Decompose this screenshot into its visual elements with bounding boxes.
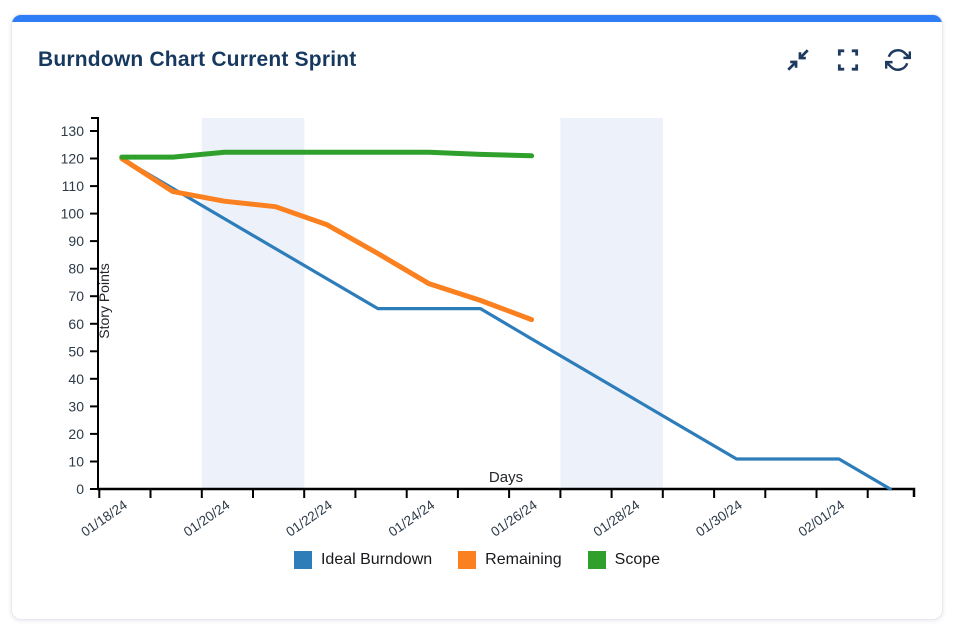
x-tick-label: 01/24/24 xyxy=(386,497,438,540)
y-tick-label: 20 xyxy=(68,426,84,442)
y-tick-label: 40 xyxy=(68,371,84,387)
x-axis-line xyxy=(97,487,916,497)
x-tick-label: 01/28/24 xyxy=(591,497,643,540)
series-line-ideal-burndown[interactable] xyxy=(120,156,892,491)
y-tick-label: 100 xyxy=(61,206,85,222)
burndown-widget: Burndown Chart Current Sprint xyxy=(11,14,943,620)
widget-toolbar xyxy=(784,46,912,74)
chart-legend: Ideal Burndown Remaining Scope xyxy=(12,551,942,569)
x-tick-label: 01/20/24 xyxy=(181,497,233,540)
x-tick-label: 02/01/24 xyxy=(796,497,848,540)
y-axis-title: Story Points xyxy=(96,263,112,338)
refresh-icon xyxy=(885,49,911,71)
widget-header: Burndown Chart Current Sprint xyxy=(12,22,942,74)
y-tick-label: 80 xyxy=(68,261,84,277)
legend-swatch-scope xyxy=(587,551,606,569)
y-tick-label: 30 xyxy=(68,398,84,414)
collapse-button[interactable] xyxy=(784,46,812,74)
y-tick-label: 50 xyxy=(68,343,84,359)
y-tick-label: 90 xyxy=(68,233,84,249)
refresh-button[interactable] xyxy=(884,46,912,74)
x-tick-label: 01/26/24 xyxy=(488,497,540,540)
legend-item-ideal-burndown[interactable]: Ideal Burndown xyxy=(293,551,433,569)
legend-swatch-ideal-burndown xyxy=(293,551,312,569)
y-axis-line xyxy=(91,117,99,489)
burndown-chart: 0 10 20 30 40 50 60 70 80 90 100 110 120 130 01/18/24 0… xyxy=(61,117,916,540)
legend-label-remaining: Remaining xyxy=(485,551,562,568)
legend-item-remaining[interactable]: Remaining xyxy=(458,551,562,569)
y-tick-label: 70 xyxy=(68,288,84,304)
x-tick-label: 01/18/24 xyxy=(78,497,130,540)
y-tick-label: 130 xyxy=(61,123,85,139)
fullscreen-icon xyxy=(837,49,859,71)
x-tick-label: 01/30/24 xyxy=(693,497,745,540)
legend-swatch-remaining xyxy=(458,551,477,569)
page-title: Burndown Chart Current Sprint xyxy=(38,48,357,71)
collapse-icon xyxy=(787,49,809,71)
card-accent-bar xyxy=(12,15,942,22)
x-axis-title: Days xyxy=(489,469,523,486)
y-tick-label: 110 xyxy=(62,178,85,194)
fullscreen-button[interactable] xyxy=(834,46,862,74)
y-tick-label: 60 xyxy=(68,316,84,332)
weekend-band xyxy=(560,118,663,489)
series-line-remaining[interactable] xyxy=(119,156,535,323)
weekend-band xyxy=(201,118,305,489)
x-tick-label: 01/22/24 xyxy=(283,497,335,540)
series-line-scope[interactable] xyxy=(119,149,535,160)
legend-item-scope[interactable]: Scope xyxy=(587,551,661,569)
y-tick-label: 10 xyxy=(68,454,84,470)
y-tick-label: 120 xyxy=(61,151,85,167)
y-tick-label: 0 xyxy=(76,481,84,497)
legend-label-scope: Scope xyxy=(614,551,661,568)
legend-label-ideal-burndown: Ideal Burndown xyxy=(320,551,433,568)
